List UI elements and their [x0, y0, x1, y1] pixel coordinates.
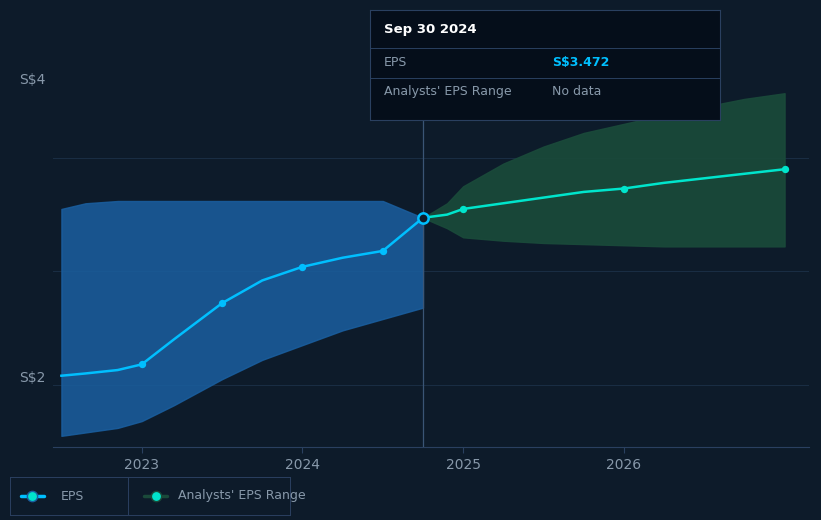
Text: EPS: EPS	[384, 56, 407, 69]
Text: S$3.472: S$3.472	[552, 56, 609, 69]
Point	[376, 247, 389, 255]
Point	[149, 492, 163, 500]
Point	[778, 165, 791, 173]
Point	[149, 492, 163, 500]
Text: Analysts' EPS Range: Analysts' EPS Range	[178, 489, 305, 502]
Text: No data: No data	[552, 85, 601, 98]
Text: Analysts Forecasts: Analysts Forecasts	[436, 103, 553, 116]
Text: EPS: EPS	[61, 489, 84, 502]
Point	[216, 299, 229, 307]
Point	[416, 214, 429, 222]
Text: S$2: S$2	[20, 371, 46, 385]
Point	[135, 360, 149, 369]
Point	[617, 185, 631, 193]
Point	[25, 492, 39, 500]
Text: S$4: S$4	[20, 73, 46, 87]
Point	[296, 263, 309, 271]
Text: Analysts' EPS Range: Analysts' EPS Range	[384, 85, 511, 98]
Point	[25, 492, 39, 500]
Text: Sep 30 2024: Sep 30 2024	[384, 23, 477, 36]
Text: Actual: Actual	[376, 103, 415, 116]
Point	[456, 205, 470, 213]
